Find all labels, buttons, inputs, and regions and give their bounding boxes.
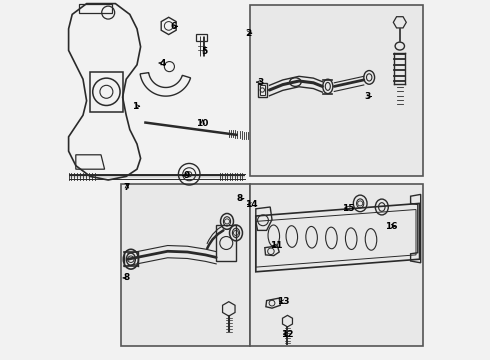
Text: 3: 3 — [364, 92, 371, 101]
Text: 13: 13 — [277, 297, 290, 306]
Text: 1: 1 — [132, 102, 140, 111]
Bar — [250, 184, 423, 346]
Bar — [79, 4, 112, 13]
Text: 12: 12 — [281, 330, 294, 339]
Text: 8: 8 — [123, 274, 130, 282]
Text: 16: 16 — [385, 222, 398, 231]
Text: 9: 9 — [183, 171, 190, 180]
Text: 2: 2 — [245, 29, 251, 38]
Bar — [250, 5, 423, 176]
Bar — [260, 85, 265, 95]
Text: 4: 4 — [159, 59, 166, 68]
Text: 6: 6 — [171, 22, 177, 31]
Bar — [216, 225, 236, 261]
Text: 10: 10 — [196, 119, 209, 128]
Text: 5: 5 — [201, 47, 208, 56]
Text: 15: 15 — [342, 204, 355, 212]
Bar — [90, 72, 122, 112]
Text: 14: 14 — [245, 200, 257, 209]
Text: 8: 8 — [237, 194, 244, 203]
Text: 11: 11 — [270, 242, 283, 251]
Bar — [121, 184, 250, 346]
Text: 7: 7 — [124, 184, 130, 193]
Text: 3: 3 — [257, 78, 264, 87]
Bar — [196, 34, 207, 41]
Bar — [258, 83, 267, 97]
